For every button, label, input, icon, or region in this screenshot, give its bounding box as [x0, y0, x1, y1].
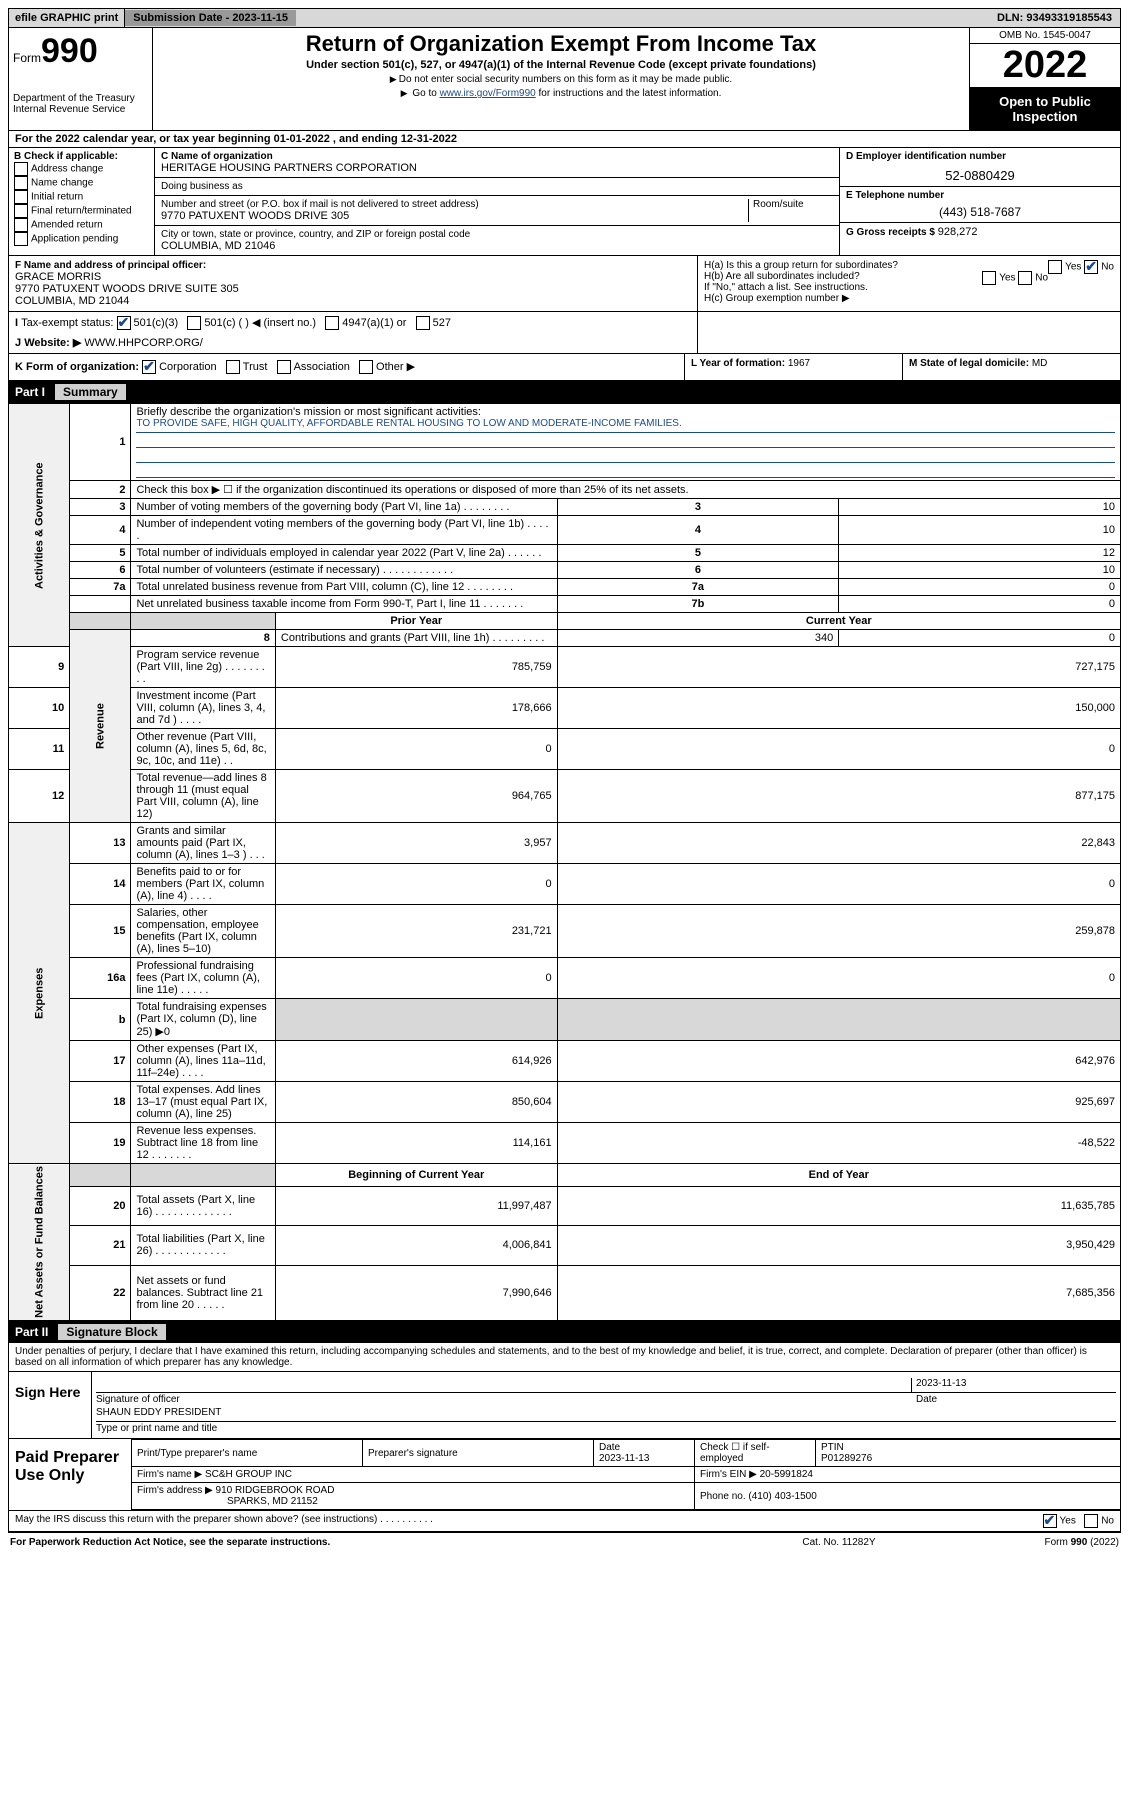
ck-app-pending[interactable] [14, 232, 28, 246]
goto-note: Go to www.irs.gov/Form990 for instructio… [159, 88, 963, 99]
ck-assoc[interactable] [277, 360, 291, 374]
form-title: Return of Organization Exempt From Incom… [159, 31, 963, 57]
side-activities: Activities & Governance [9, 404, 70, 647]
form-subtitle: Under section 501(c), 527, or 4947(a)(1)… [159, 59, 963, 71]
website: WWW.HHPCORP.ORG/ [84, 337, 202, 349]
ck-final-return[interactable] [14, 204, 28, 218]
top-toolbar: efile GRAPHIC print Submission Date - 20… [8, 8, 1121, 28]
box-m: M State of legal domicile: MD [902, 354, 1120, 380]
officer-name-title: SHAUN EDDY PRESIDENT [96, 1407, 1116, 1421]
part2-header: Part II Signature Block [8, 1321, 1121, 1343]
ck-discuss-yes[interactable] [1043, 1514, 1057, 1528]
firm-name: SC&H GROUP INC [205, 1469, 292, 1480]
ck-name-change[interactable] [14, 176, 28, 190]
part1-table: Activities & Governance 1 Briefly descri… [8, 403, 1121, 1321]
ck-hb-yes[interactable] [982, 271, 996, 285]
perjury-declaration: Under penalties of perjury, I declare th… [8, 1343, 1121, 1372]
firm-ein: 20-5991824 [760, 1469, 813, 1480]
paid-preparer-block: Paid Preparer Use Only Print/Type prepar… [8, 1439, 1121, 1511]
mission-text: TO PROVIDE SAFE, HIGH QUALITY, AFFORDABL… [136, 418, 1115, 433]
submission-date: Submission Date - 2023-11-15 [125, 10, 296, 26]
firm-addr: 910 RIDGEBROOK ROAD [216, 1485, 335, 1496]
side-revenue: Revenue [70, 630, 131, 823]
ck-corp[interactable] [142, 360, 156, 374]
ck-501c[interactable] [187, 316, 201, 330]
box-j: J Website: ▶ WWW.HHPCORP.ORG/ [15, 336, 691, 349]
box-i: I Tax-exempt status: 501(c)(3) 501(c) ( … [15, 316, 691, 330]
ck-501c3[interactable] [117, 316, 131, 330]
ck-527[interactable] [416, 316, 430, 330]
firm-phone: (410) 403-1500 [748, 1491, 816, 1502]
ck-ha-no[interactable] [1084, 260, 1098, 274]
ck-hb-no[interactable] [1018, 271, 1032, 285]
ck-4947[interactable] [325, 316, 339, 330]
org-street: 9770 PATUXENT WOODS DRIVE 305 [161, 210, 748, 222]
form-header: Form990 Department of the Treasury Inter… [8, 28, 1121, 131]
ck-address-change[interactable] [14, 162, 28, 176]
part1-header: Part I Summary [8, 381, 1121, 403]
row-a-taxyear: For the 2022 calendar year, or tax year … [8, 131, 1121, 148]
dln: DLN: 93493319185543 [989, 9, 1120, 27]
tax-year: 2022 [970, 44, 1120, 88]
ptin: P01289276 [821, 1453, 872, 1464]
box-c: C Name of organization HERITAGE HOUSING … [155, 148, 839, 255]
block-ij: I Tax-exempt status: 501(c)(3) 501(c) ( … [8, 312, 1121, 354]
officer-addr: 9770 PATUXENT WOODS DRIVE SUITE 305 COLU… [15, 283, 691, 307]
block-bcdeg: B Check if applicable: Address change Na… [8, 148, 1121, 256]
block-klm: K Form of organization: Corporation Trus… [8, 354, 1121, 381]
ck-initial-return[interactable] [14, 190, 28, 204]
ein: 52-0880429 [846, 168, 1114, 183]
irs-link[interactable]: www.irs.gov/Form990 [440, 88, 536, 99]
ck-other[interactable] [359, 360, 373, 374]
page-footer: For Paperwork Reduction Act Notice, see … [8, 1532, 1121, 1552]
gross-receipts: 928,272 [938, 226, 978, 238]
ck-discuss-no[interactable] [1084, 1514, 1098, 1528]
ssn-note: Do not enter social security numbers on … [159, 74, 963, 85]
efile-label: efile GRAPHIC print [9, 9, 125, 27]
discuss-row: May the IRS discuss this return with the… [8, 1511, 1121, 1532]
box-k: K Form of organization: Corporation Trus… [9, 354, 684, 380]
box-f: F Name and address of principal officer:… [9, 256, 697, 311]
org-city: COLUMBIA, MD 21046 [161, 240, 833, 252]
box-h: H(a) Is this a group return for subordin… [697, 256, 1120, 311]
block-fh: F Name and address of principal officer:… [8, 256, 1121, 312]
side-expenses: Expenses [9, 823, 70, 1164]
ck-trust[interactable] [226, 360, 240, 374]
dept-treasury: Department of the Treasury Internal Reve… [13, 93, 148, 115]
form-number: Form990 [13, 32, 148, 71]
side-netassets: Net Assets or Fund Balances [9, 1164, 70, 1321]
ck-amended[interactable] [14, 218, 28, 232]
box-b: B Check if applicable: Address change Na… [9, 148, 155, 255]
box-deg: D Employer identification number 52-0880… [839, 148, 1120, 255]
ck-ha-yes[interactable] [1048, 260, 1062, 274]
sign-here-block: Sign Here 2023-11-13 Signature of office… [8, 1372, 1121, 1439]
officer-name: GRACE MORRIS [15, 271, 691, 283]
org-name: HERITAGE HOUSING PARTNERS CORPORATION [161, 162, 833, 174]
box-l: L Year of formation: 1967 [684, 354, 902, 380]
open-public: Open to Public Inspection [970, 88, 1120, 130]
phone: (443) 518-7687 [846, 205, 1114, 219]
omb-no: OMB No. 1545-0047 [970, 28, 1120, 44]
